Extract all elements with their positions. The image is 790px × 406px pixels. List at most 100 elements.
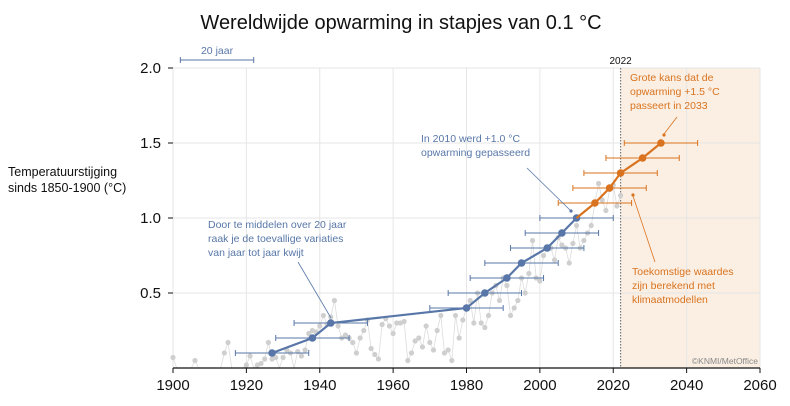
y-axis-label-line: Temperatuurstijging xyxy=(8,165,118,179)
projected-point xyxy=(638,154,647,162)
annual-point xyxy=(445,347,451,353)
x-tick-label: 1980 xyxy=(450,377,483,394)
observed-point xyxy=(543,244,552,252)
y-tick-label: 0.5 xyxy=(140,285,161,302)
annual-point xyxy=(515,297,521,304)
x-tick-label: 2040 xyxy=(670,377,703,394)
x-tick-label: 2000 xyxy=(523,377,556,394)
annual-point xyxy=(401,318,407,325)
annual-point xyxy=(280,354,286,361)
annual-point xyxy=(566,260,572,266)
annotation-pointer xyxy=(663,116,678,135)
annual-point xyxy=(581,237,587,244)
annotation-passed-1-0: In 2010 werd +1.0 °C xyxy=(421,133,520,145)
observed-point xyxy=(268,349,276,357)
annotation-smoothing: raak je de toevallige variaties xyxy=(208,233,343,245)
annual-point xyxy=(302,347,308,353)
annual-point xyxy=(570,240,576,247)
y-axis-label-line: sinds 1850-1900 (°C) xyxy=(8,181,127,195)
observed-point xyxy=(481,289,489,297)
annual-point xyxy=(170,354,176,361)
annual-point xyxy=(540,252,547,259)
annual-point xyxy=(471,320,477,326)
annotation-passed-1-0: opwarming gepasseerd xyxy=(421,147,530,159)
annual-point xyxy=(614,203,620,209)
chart-title: Wereldwijde opwarming in stapjes van 0.1… xyxy=(200,12,601,34)
annual-point xyxy=(573,222,580,229)
observed-point xyxy=(326,319,335,327)
annual-point xyxy=(599,197,605,203)
projected-series-line xyxy=(575,142,662,219)
annual-point xyxy=(504,282,510,289)
scale-bar-label: 20 jaar xyxy=(201,45,234,57)
observed-point xyxy=(517,259,526,267)
annual-point xyxy=(353,350,360,356)
annual-point xyxy=(511,305,517,311)
annual-point xyxy=(320,312,327,319)
annual-point xyxy=(416,335,422,341)
annual-point xyxy=(617,192,624,199)
projected-point xyxy=(605,184,614,192)
annual-point xyxy=(588,222,594,229)
annual-point xyxy=(482,324,488,331)
annual-point xyxy=(478,320,484,326)
annual-point xyxy=(361,327,367,334)
annual-point xyxy=(379,321,385,328)
annual-point xyxy=(551,257,558,263)
annual-point xyxy=(331,297,338,304)
annual-point xyxy=(559,242,565,248)
annotation-pointer-dot xyxy=(662,133,666,137)
observed-point xyxy=(558,229,566,237)
annual-point xyxy=(507,312,514,319)
credit: ©KNMI/MetOffice xyxy=(692,356,758,366)
annual-point xyxy=(350,339,356,346)
annual-point xyxy=(317,323,323,329)
annual-point xyxy=(394,320,400,326)
annual-point xyxy=(258,360,264,367)
annual-point xyxy=(412,338,418,344)
annual-point xyxy=(357,335,363,341)
annual-line xyxy=(172,183,621,370)
annotation-passes-1-5: opwarming +1.5 °C xyxy=(630,86,720,98)
annual-point xyxy=(419,344,426,350)
y-tick-label: 1.0 xyxy=(140,210,161,227)
annotation-pointer xyxy=(526,167,572,212)
projected-point xyxy=(591,199,599,207)
annual-point xyxy=(225,339,231,346)
annual-point xyxy=(306,330,312,337)
projected-point xyxy=(657,139,665,147)
x-tick-label: 2060 xyxy=(743,377,776,394)
annual-point xyxy=(368,345,374,352)
annual-point xyxy=(342,332,349,338)
annual-point xyxy=(405,357,411,364)
annual-point xyxy=(441,350,448,356)
annotation-future: zijn berekend met xyxy=(632,280,715,292)
x-tick-label: 2020 xyxy=(597,377,630,394)
observed-point xyxy=(462,304,471,312)
annual-point xyxy=(265,339,271,346)
annual-point xyxy=(430,347,437,353)
annotation-passes-1-5: passeert in 2033 xyxy=(630,100,708,112)
annotation-future: Toekomstige waardes xyxy=(632,266,734,278)
annual-point xyxy=(537,278,543,284)
annual-point xyxy=(390,330,396,337)
observed-point xyxy=(308,334,317,342)
annotation-smoothing: van jaar tot jaar kwijt xyxy=(208,247,304,259)
annual-point xyxy=(298,353,305,359)
annual-point xyxy=(526,270,532,277)
annotation-pointer xyxy=(297,261,332,319)
annotation-smoothing: Door te middelen over 20 jaar xyxy=(208,219,347,231)
annual-point xyxy=(386,323,393,329)
annual-point xyxy=(485,312,492,319)
annual-point xyxy=(247,353,253,359)
annual-point xyxy=(262,356,268,362)
observed-series-line xyxy=(271,217,578,355)
annual-point xyxy=(438,312,444,319)
annotation-future: klimaatmodellen xyxy=(632,294,708,306)
annotation-pointer-dot xyxy=(631,193,635,197)
annual-point xyxy=(595,180,602,187)
annotation-passes-1-5: Grote kans dat de xyxy=(630,72,714,84)
annual-point xyxy=(529,237,536,244)
